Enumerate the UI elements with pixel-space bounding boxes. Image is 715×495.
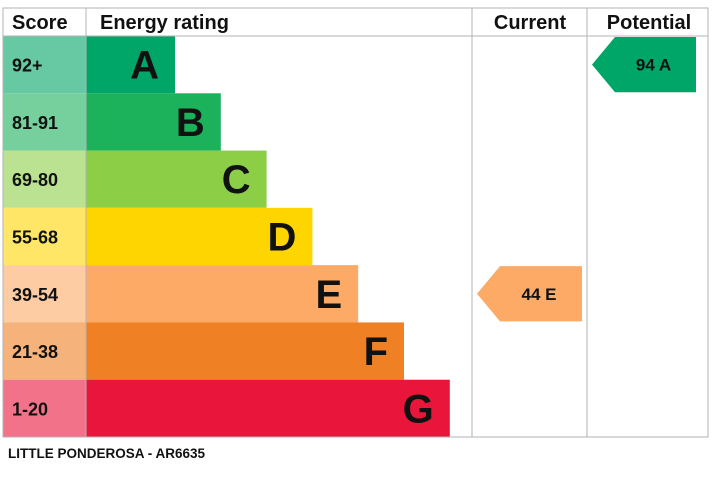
chart-border [2,7,709,438]
score-label-g: 1-20 [12,399,48,419]
score-label-e: 39-54 [12,285,58,305]
score-label-f: 21-38 [12,342,58,362]
header-potential: Potential [607,12,691,34]
header-score: Score [12,12,68,34]
header-current: Current [494,12,567,34]
rating-letter-c: C [222,158,251,202]
rating-bar-b [86,93,221,151]
rating-bar-c [86,150,267,208]
rating-bar-f [86,322,404,380]
potential-arrow [592,37,696,93]
score-cell-b [3,93,86,151]
rating-bar-e [86,265,359,323]
potential-rating-label: 94 A [636,56,671,75]
score-cell-d [3,207,86,266]
rating-letter-b: B [176,101,205,145]
score-label-a: 92+ [12,56,43,76]
rating-letter-e: E [316,273,343,317]
rating-bar-d [86,207,313,266]
score-cell-e [3,265,86,323]
header-energy-rating: Energy rating [100,12,229,34]
score-cell-c [3,150,86,208]
score-cell-f [3,322,86,380]
rating-bar-g [86,379,450,437]
score-label-d: 55-68 [12,228,58,248]
score-cell-a [3,36,86,94]
rating-letter-a: A [130,44,159,88]
rating-bar-a [86,36,175,94]
current-arrow [477,266,582,322]
property-caption: LITTLE PONDEROSA - AR6635 [8,446,206,461]
rating-letter-g: G [403,387,434,431]
current-rating-label: 44 E [522,285,557,304]
rating-letter-f: F [364,330,388,374]
score-label-b: 81-91 [12,113,58,133]
score-cell-g [3,379,86,437]
rating-letter-d: D [268,216,297,260]
score-label-c: 69-80 [12,170,58,190]
